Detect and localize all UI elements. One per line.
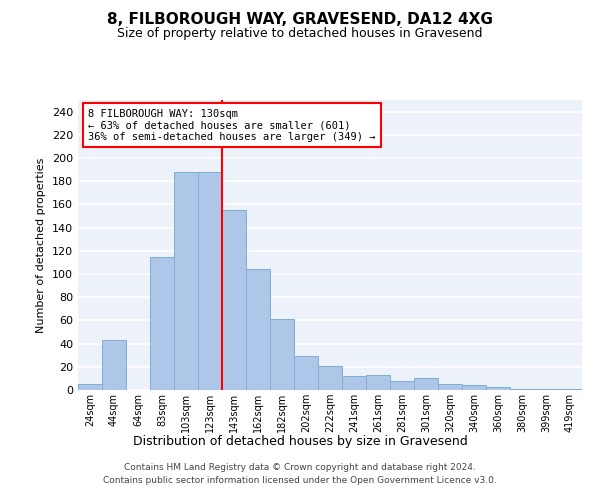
Bar bbox=[414, 378, 438, 390]
Bar bbox=[342, 376, 366, 390]
Bar bbox=[318, 366, 342, 390]
Bar bbox=[174, 172, 198, 390]
Y-axis label: Number of detached properties: Number of detached properties bbox=[37, 158, 46, 332]
Bar bbox=[390, 380, 414, 390]
Bar bbox=[294, 356, 318, 390]
Text: Size of property relative to detached houses in Gravesend: Size of property relative to detached ho… bbox=[117, 28, 483, 40]
Bar bbox=[534, 389, 558, 390]
Bar bbox=[150, 256, 174, 390]
Bar bbox=[246, 270, 270, 390]
Bar bbox=[270, 319, 294, 390]
Text: 8, FILBOROUGH WAY, GRAVESEND, DA12 4XG: 8, FILBOROUGH WAY, GRAVESEND, DA12 4XG bbox=[107, 12, 493, 28]
Bar bbox=[198, 172, 222, 390]
Bar bbox=[78, 384, 102, 390]
Bar bbox=[510, 389, 534, 390]
Text: 8 FILBOROUGH WAY: 130sqm
← 63% of detached houses are smaller (601)
36% of semi-: 8 FILBOROUGH WAY: 130sqm ← 63% of detach… bbox=[88, 108, 376, 142]
Bar bbox=[222, 210, 246, 390]
Bar bbox=[438, 384, 462, 390]
Bar bbox=[486, 386, 510, 390]
Bar bbox=[462, 386, 486, 390]
Text: Distribution of detached houses by size in Gravesend: Distribution of detached houses by size … bbox=[133, 435, 467, 448]
Bar bbox=[558, 389, 582, 390]
Bar bbox=[366, 375, 390, 390]
Text: Contains HM Land Registry data © Crown copyright and database right 2024.: Contains HM Land Registry data © Crown c… bbox=[124, 464, 476, 472]
Bar bbox=[102, 340, 126, 390]
Text: Contains public sector information licensed under the Open Government Licence v3: Contains public sector information licen… bbox=[103, 476, 497, 485]
